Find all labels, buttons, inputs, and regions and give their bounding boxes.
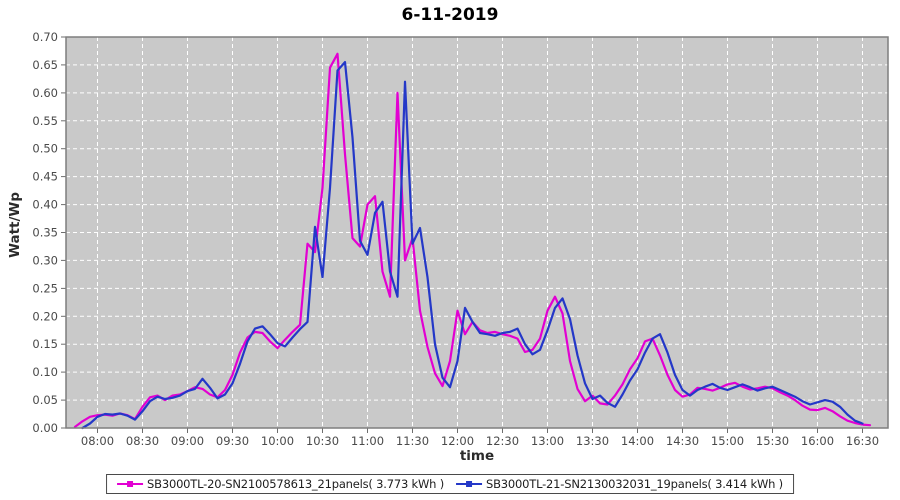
plot-background <box>66 37 888 428</box>
x-tick-label: 08:30 <box>126 434 159 448</box>
x-tick-label: 16:30 <box>846 434 879 448</box>
chart-title: 6-11-2019 <box>401 5 499 25</box>
legend-label-series-0: SB3000TL-20-SN2100578613_21panels( 3.773… <box>147 477 444 491</box>
x-tick-label: 12:00 <box>441 434 474 448</box>
plot-border <box>65 36 889 429</box>
y-tick-label: 0.10 <box>32 365 58 379</box>
legend-line-marker-1-icon <box>456 480 482 488</box>
x-tick-label: 15:00 <box>711 434 744 448</box>
legend-label-series-1: SB3000TL-21-SN2130032031_19panels( 3.414… <box>486 477 783 491</box>
y-tick-label: 0.55 <box>32 114 58 128</box>
x-axis-label: time <box>459 448 495 464</box>
legend-entry-series-0: SB3000TL-20-SN2100578613_21panels( 3.773… <box>117 477 444 491</box>
y-tick-label: 0.50 <box>32 142 58 156</box>
x-tick-label: 09:00 <box>171 434 204 448</box>
y-tick-label: 0.05 <box>32 393 58 407</box>
legend-square-1 <box>466 481 472 487</box>
y-tick-label: 0.30 <box>32 253 58 267</box>
x-tick-label: 10:00 <box>261 434 294 448</box>
y-tick-label: 0.25 <box>32 281 58 295</box>
x-tick-label: 11:00 <box>351 434 384 448</box>
x-tick-label: 16:00 <box>801 434 834 448</box>
x-tick-label: 14:00 <box>621 434 654 448</box>
y-tick-label: 0.20 <box>32 309 58 323</box>
x-tick-label: 10:30 <box>306 434 339 448</box>
chart-legend: SB3000TL-20-SN2100578613_21panels( 3.773… <box>106 474 794 494</box>
y-tick-label: 0.60 <box>32 86 58 100</box>
y-tick-label: 0.65 <box>32 58 58 72</box>
chart-plot-area: 0.00 0.05 0.10 0.15 0.20 0.25 0.30 0.35 0.40 0.45… <box>32 30 889 448</box>
x-tick-label: 13:30 <box>576 434 609 448</box>
x-tick-label: 14:30 <box>666 434 699 448</box>
x-tick-label: 08:00 <box>81 434 114 448</box>
x-tick-label: 11:30 <box>396 434 429 448</box>
legend-line-marker-0-icon <box>117 480 144 488</box>
y-tick-label: 0.45 <box>32 170 58 184</box>
x-tick-label: 09:30 <box>216 434 249 448</box>
y-tick-label: 0.35 <box>32 226 58 240</box>
series-line-1 <box>81 61 864 430</box>
y-tick-label: 0.70 <box>32 30 58 44</box>
legend-square-0 <box>127 481 134 487</box>
y-tick-label: 0.00 <box>32 421 58 435</box>
x-tick-label: 15:30 <box>756 434 789 448</box>
x-tick-label: 13:00 <box>531 434 564 448</box>
y-tick-label: 0.15 <box>32 337 58 351</box>
y-tick-label: 0.40 <box>32 198 58 212</box>
legend-entry-series-1: SB3000TL-21-SN2130032031_19panels( 3.414… <box>456 477 783 491</box>
x-tick-label: 12:30 <box>486 434 519 448</box>
